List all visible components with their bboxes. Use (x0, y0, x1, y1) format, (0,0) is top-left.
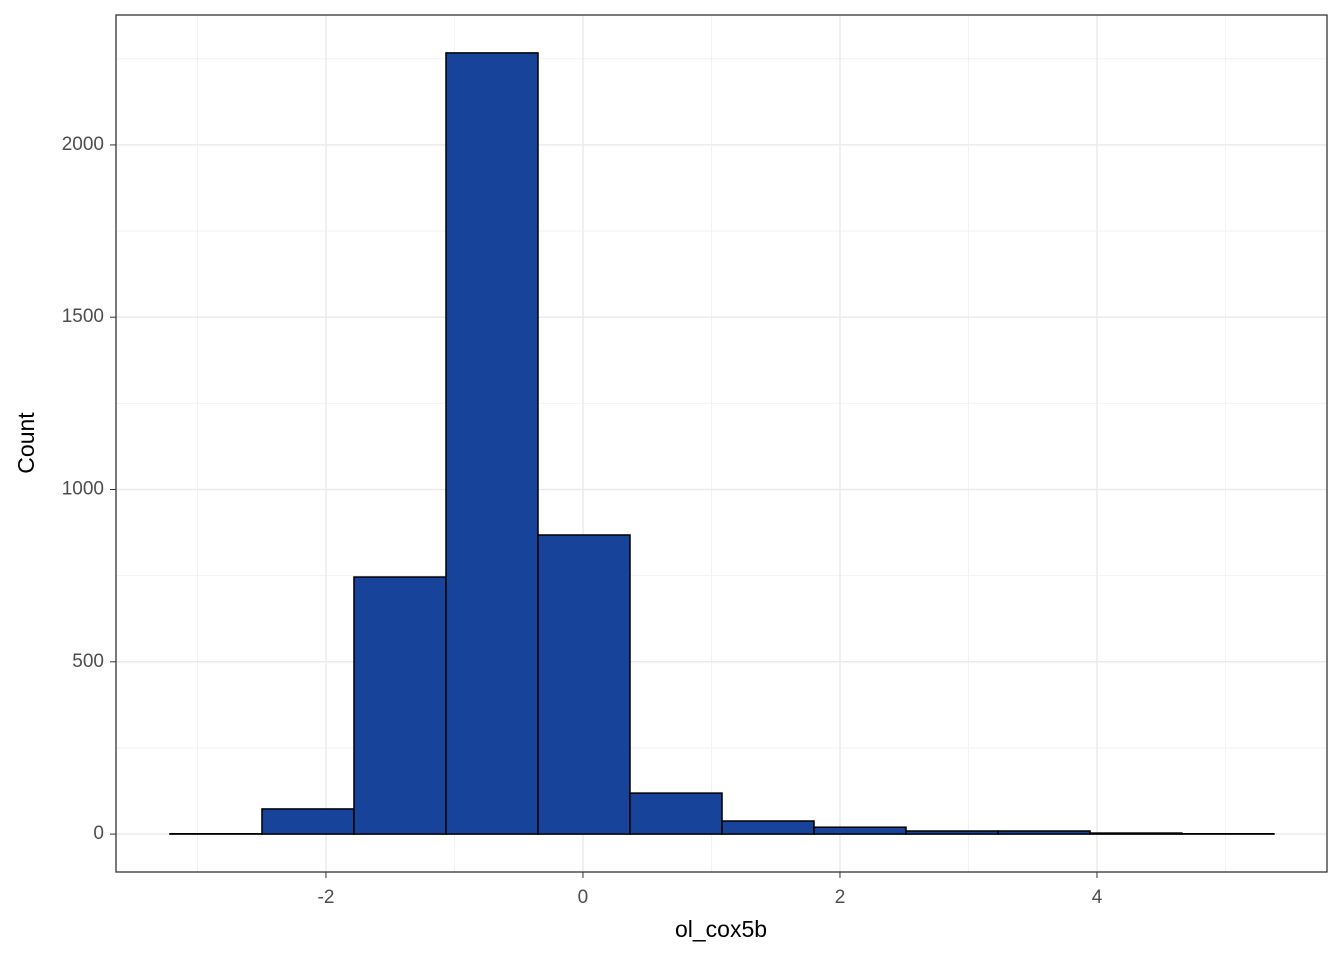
bar (446, 53, 538, 834)
bar (538, 535, 630, 834)
x-tick-label: 4 (1092, 887, 1103, 908)
bar (998, 831, 1090, 834)
bar (722, 821, 814, 834)
x-tick-label: -2 (318, 887, 335, 908)
bar (630, 793, 722, 834)
bar (354, 577, 446, 834)
bar (1090, 833, 1182, 834)
y-tick-label: 500 (72, 651, 104, 672)
y-tick-label: 0 (93, 823, 104, 844)
x-tick-label: 2 (835, 887, 846, 908)
bar (906, 831, 998, 834)
bar (262, 809, 354, 834)
bar (814, 827, 906, 834)
y-tick-label: 1000 (62, 479, 104, 500)
y-tick-label: 2000 (62, 134, 104, 155)
y-axis-title: Count (13, 412, 39, 474)
x-tick-label: 0 (578, 887, 589, 908)
y-tick-label: 1500 (62, 306, 104, 327)
x-axis-title: ol_cox5b (675, 916, 767, 942)
